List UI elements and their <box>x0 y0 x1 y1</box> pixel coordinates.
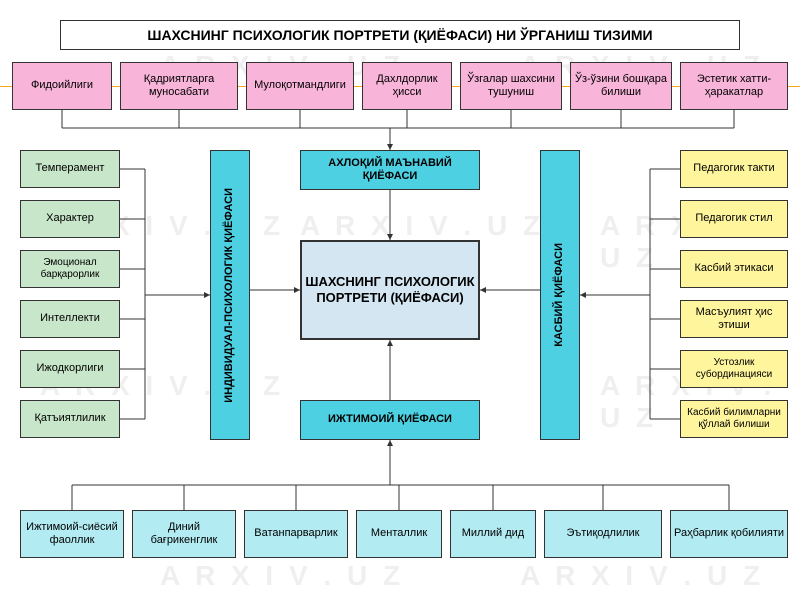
center-main-box: ШАХСНИНГ ПСИХОЛОГИК ПОРТРЕТИ (ҚИЁФАСИ) <box>300 240 480 340</box>
top-box-3: Дахлдорлик ҳисси <box>362 62 452 110</box>
bottom-box-2: Ватанпарварлик <box>244 510 348 558</box>
watermark: A R X I V . U Z <box>160 560 404 592</box>
right-box-4: Устозлик субординацияси <box>680 350 788 388</box>
top-box-1: Қадриятларга муносабати <box>120 62 238 110</box>
center-right-box: КАСБИЙ ҚИЁФАСИ <box>540 150 580 440</box>
bottom-box-3: Менталлик <box>356 510 442 558</box>
left-box-4: Ижодкорлиги <box>20 350 120 388</box>
bottom-box-0: Ижтимоий-сиёсий фаоллик <box>20 510 124 558</box>
right-box-3: Масъулият ҳис этиши <box>680 300 788 338</box>
bottom-box-5: Эътиқодлилик <box>544 510 662 558</box>
left-box-2: Эмоционал барқарорлик <box>20 250 120 288</box>
right-box-2: Касбий этикаси <box>680 250 788 288</box>
watermark: A R X I V . U Z <box>520 560 764 592</box>
right-box-5: Касбий билимларни қўллай билиши <box>680 400 788 438</box>
bottom-box-4: Миллий дид <box>450 510 536 558</box>
center-bottom-box: ИЖТИМОИЙ ҚИЁФАСИ <box>300 400 480 440</box>
bottom-box-6: Раҳбарлик қобилияти <box>670 510 788 558</box>
center-top-box: АХЛОҚИЙ МАЪНАВИЙ ҚИЁФАСИ <box>300 150 480 190</box>
top-box-0: Фидоийлиги <box>12 62 112 110</box>
left-box-1: Характер <box>20 200 120 238</box>
top-box-6: Эстетик хатти-ҳаракатлар <box>680 62 788 110</box>
watermark: A R X I V . U Z <box>300 210 544 242</box>
center-right-label: КАСБИЙ ҚИЁФАСИ <box>553 243 566 347</box>
left-box-0: Темперамент <box>20 150 120 188</box>
right-box-0: Педагогик такти <box>680 150 788 188</box>
right-box-1: Педагогик стил <box>680 200 788 238</box>
bottom-box-1: Диний бағрикенглик <box>132 510 236 558</box>
left-box-3: Интеллекти <box>20 300 120 338</box>
diagram-title: ШАХСНИНГ ПСИХОЛОГИК ПОРТРЕТИ (ҚИЁФАСИ) Н… <box>60 20 740 50</box>
top-box-5: Ўз-ўзини бошқара билиши <box>570 62 672 110</box>
center-left-label: ИНДИВИДУАЛ-ПСИХОЛОГИК ҚИЁФАСИ <box>223 188 236 403</box>
left-box-5: Қатъиятлилик <box>20 400 120 438</box>
top-box-2: Мулоқотмандлиги <box>246 62 354 110</box>
center-left-box: ИНДИВИДУАЛ-ПСИХОЛОГИК ҚИЁФАСИ <box>210 150 250 440</box>
top-box-4: Ўзгалар шахсини тушуниш <box>460 62 562 110</box>
